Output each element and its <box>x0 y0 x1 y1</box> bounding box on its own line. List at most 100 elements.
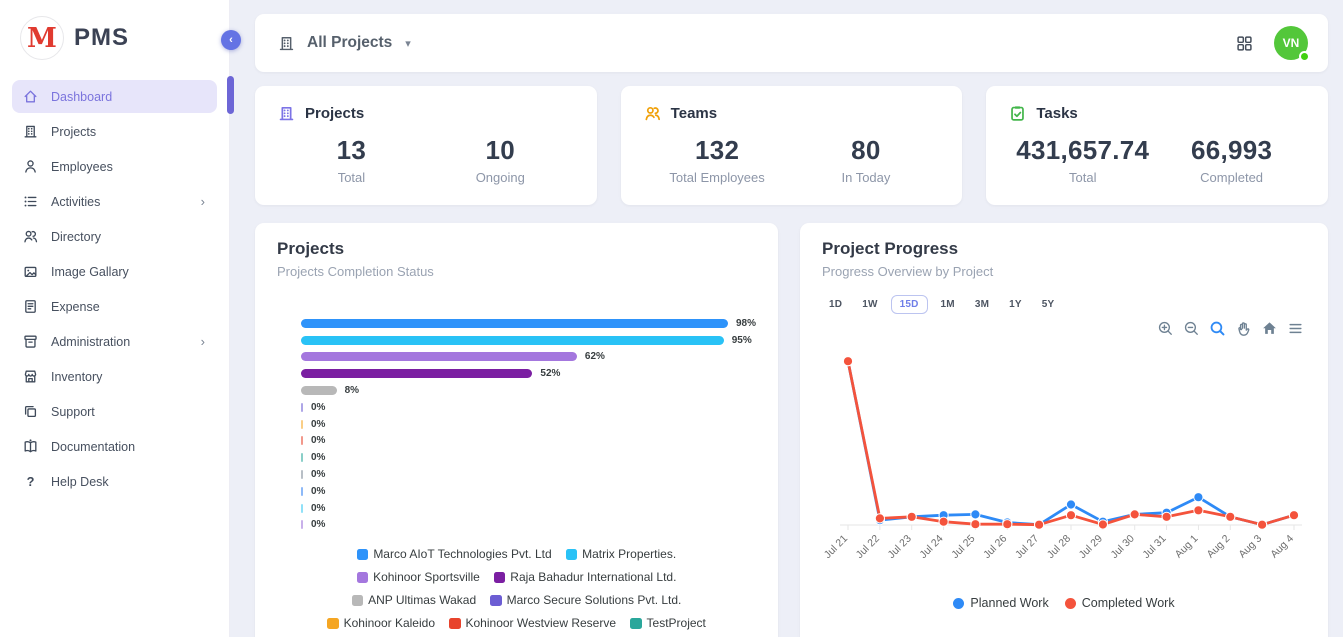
stat-card-tasks: Tasks 431,657.74 Total 66,993 Completed <box>986 86 1329 205</box>
metric-value: 132 <box>694 135 740 165</box>
svg-text:Jul 25: Jul 25 <box>949 533 977 561</box>
legend-swatch <box>493 571 506 584</box>
line-chart-svg[interactable]: Jul 21 Jul 22 Jul 23 Jul 24 Jul 25 Jul 26 Jul … <box>822 339 1310 587</box>
metric-value: 431,657.74 <box>1016 135 1150 165</box>
zoom-out-icon[interactable] <box>1183 320 1200 337</box>
sidebar-item-label: Administration <box>51 334 131 349</box>
bar-row[interactable]: 95% <box>301 332 756 349</box>
svg-text:Jul 24: Jul 24 <box>917 533 945 561</box>
legend-dot <box>953 597 965 609</box>
sidebar-item-inventory[interactable]: Inventory <box>12 360 217 393</box>
legend-item-marco-aiot-technologies-pvt-ltd[interactable]: Marco AIoT Technologies Pvt. Ltd <box>356 547 552 561</box>
bar-value-label: 0% <box>311 401 326 413</box>
chevron-down-icon: ▾ <box>405 37 411 50</box>
bar-kohinoor-westview-reserve <box>301 436 303 446</box>
chevron-right-icon: › <box>200 334 205 349</box>
stat-card-projects: Projects 13 Total 10 Ongoing <box>255 86 597 205</box>
sidebar-collapse-button[interactable]: ‹ <box>221 30 241 50</box>
logo-letter: M <box>27 22 57 54</box>
bar-row[interactable]: 0% <box>301 517 756 534</box>
sidebar-item-activities[interactable]: Activities › <box>12 185 217 218</box>
metric-total: 431,657.74 Total <box>1008 135 1157 185</box>
legend-label: Matrix Properties. <box>582 547 677 562</box>
sidebar-item-label: Dashboard <box>51 89 113 104</box>
legend-item-raja-bahadur-international-ltd[interactable]: Raja Bahadur International Ltd. <box>493 570 677 585</box>
bar-aurus-tech-pvt-ltd <box>301 470 303 480</box>
bar-row[interactable]: 52% <box>301 365 756 382</box>
home-icon[interactable] <box>1261 320 1278 337</box>
list-icon <box>24 196 37 207</box>
bar-value-label: 0% <box>311 435 326 447</box>
bar-row[interactable]: 8% <box>301 382 756 399</box>
bar-value-label: 0% <box>311 519 326 531</box>
user-avatar[interactable]: VN <box>1274 26 1310 62</box>
range-button-1w[interactable]: 1W <box>855 295 884 314</box>
legend-label: Raja Bahadur International Ltd. <box>510 570 677 585</box>
legend-label: Completed Work <box>1081 596 1175 610</box>
legend-item-kohinoor-westview-reserve[interactable]: Kohinoor Westview Reserve <box>449 616 616 630</box>
bar-value-label: 0% <box>311 418 326 430</box>
metric-value: 66,993 <box>1190 135 1273 165</box>
legend-item-anp-ultimas-wakad[interactable]: ANP Ultimas Wakad <box>351 593 476 607</box>
sidebar-item-label: Expense <box>51 299 100 314</box>
bar-row[interactable]: 0% <box>301 416 756 433</box>
progress-line-chart: Jul 21 Jul 22 Jul 23 Jul 24 Jul 25 Jul 26 Jul … <box>822 339 1306 592</box>
sidebar-item-administration[interactable]: Administration › <box>12 325 217 358</box>
sidebar-scrollbar-thumb[interactable] <box>227 76 234 114</box>
sidebar-item-help-desk[interactable]: ? Help Desk <box>12 465 217 498</box>
scope-label: All Projects <box>307 34 393 51</box>
range-button-5y[interactable]: 5Y <box>1035 295 1062 314</box>
bar-row[interactable]: 98% <box>301 315 756 332</box>
stat-card-title: Teams <box>670 105 718 122</box>
bar-row[interactable]: 0% <box>301 399 756 416</box>
sidebar-item-directory[interactable]: Directory <box>12 220 217 253</box>
legend-item-kohinoor-kaleido[interactable]: Kohinoor Kaleido <box>327 616 435 630</box>
bar-value-label: 62% <box>584 351 605 363</box>
topbar: All Projects ▾ VN <box>255 14 1328 72</box>
legend-item-marco-secure-solutions-pvt-ltd[interactable]: Marco Secure Solutions Pvt. Ltd. <box>490 593 681 607</box>
bar-kohinoor-kaleido <box>301 419 303 429</box>
legend-item-testproject[interactable]: TestProject <box>630 616 706 630</box>
sidebar-item-dashboard[interactable]: Dashboard <box>12 80 217 113</box>
sidebar-item-projects[interactable]: Projects <box>12 115 217 148</box>
selection-zoom-icon[interactable] <box>1209 320 1226 337</box>
legend-label: Kohinoor Sportsville <box>373 570 480 585</box>
range-button-1d[interactable]: 1D <box>822 295 849 314</box>
clipboard-check-icon <box>1011 106 1025 121</box>
bar-row[interactable]: 0% <box>301 483 756 500</box>
zoom-in-icon[interactable] <box>1157 320 1174 337</box>
pan-icon[interactable] <box>1235 320 1252 337</box>
sidebar-item-label: Employees <box>51 159 113 174</box>
sidebar-item-expense[interactable]: Expense <box>12 290 217 323</box>
apps-grid-icon[interactable] <box>1235 34 1254 53</box>
range-button-1y[interactable]: 1Y <box>1002 295 1029 314</box>
range-button-3m[interactable]: 3M <box>968 295 996 314</box>
project-scope-dropdown[interactable]: All Projects ▾ <box>277 34 411 53</box>
sidebar-item-image-gallary[interactable]: Image Gallary <box>12 255 217 288</box>
svg-text:Aug 2: Aug 2 <box>1205 533 1233 561</box>
brand: M PMS <box>0 0 229 74</box>
legend-item-matrix-properties[interactable]: Matrix Properties. <box>565 547 677 562</box>
bar-row[interactable]: 0% <box>301 433 756 450</box>
svg-text:Jul 22: Jul 22 <box>854 533 882 561</box>
range-button-1m[interactable]: 1M <box>934 295 962 314</box>
bar-row[interactable]: 0% <box>301 500 756 517</box>
legend-item-kohinoor-sportsville[interactable]: Kohinoor Sportsville <box>356 570 480 585</box>
stats-row: Projects 13 Total 10 Ongoing Teams 132 Total Em… <box>255 86 1329 205</box>
metric-value: 80 <box>851 135 881 165</box>
bar-row[interactable]: 0% <box>301 449 756 466</box>
legend-swatch <box>356 571 369 584</box>
legend-swatch <box>356 548 369 561</box>
sidebar-item-documentation[interactable]: Documentation <box>12 430 217 463</box>
sidebar-item-support[interactable]: Support <box>12 395 217 428</box>
svg-text:Jul 27: Jul 27 <box>1013 533 1041 561</box>
bar-row[interactable]: 62% <box>301 349 756 366</box>
menu-icon[interactable] <box>1287 320 1304 337</box>
range-button-15d[interactable]: 15D <box>890 295 928 314</box>
legend-item-planned-work[interactable]: Planned Work <box>953 596 1049 610</box>
legend-swatch <box>630 617 642 630</box>
svg-text:Jul 23: Jul 23 <box>886 533 914 561</box>
legend-item-completed-work[interactable]: Completed Work <box>1064 596 1175 610</box>
sidebar-item-employees[interactable]: Employees <box>12 150 217 183</box>
bar-row[interactable]: 0% <box>301 466 756 483</box>
